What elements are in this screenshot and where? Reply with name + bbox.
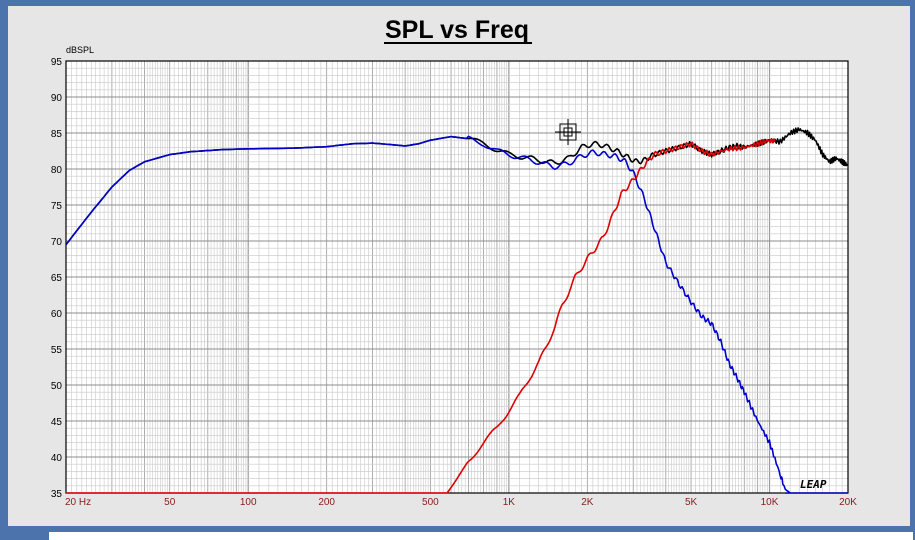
series-line xyxy=(446,137,776,494)
chart-panel: SPL vs Freq dBSPL 35 40 45 50 55 60 65 70 75 80 85… xyxy=(8,6,910,526)
x-tick-label: 1K xyxy=(503,497,516,508)
y-axis-label: dBSPL xyxy=(66,45,94,55)
chart-title: SPL vs Freq xyxy=(385,16,529,44)
y-tick-label: 65 xyxy=(51,273,63,284)
y-tick-label: 85 xyxy=(51,129,63,140)
y-tick-label: 95 xyxy=(51,57,63,68)
y-tick-label: 75 xyxy=(51,201,63,212)
y-tick-label: 55 xyxy=(51,345,63,356)
y-tick-label: 50 xyxy=(51,381,63,392)
y-tick-label: 40 xyxy=(51,453,63,464)
bottom-strip xyxy=(8,528,913,540)
y-tick-label: 70 xyxy=(51,237,63,248)
grid xyxy=(65,60,849,494)
y-tick-labels: 35 40 45 50 55 60 65 70 75 80 85 90 95 xyxy=(51,57,63,500)
plot-border xyxy=(65,60,849,494)
x-tick-label: 20 Hz xyxy=(65,497,91,508)
y-tick-label: 90 xyxy=(51,93,63,104)
y-tick-label: 60 xyxy=(51,309,63,320)
x-tick-label: 10K xyxy=(761,497,779,508)
x-tick-label: 2K xyxy=(581,497,594,508)
x-tick-label: 50 xyxy=(164,497,176,508)
leap-watermark: LEAP xyxy=(800,478,827,491)
x-tick-label: 100 xyxy=(240,497,257,508)
cursor-marker xyxy=(555,119,581,145)
series-group xyxy=(65,127,849,494)
x-tick-label: 200 xyxy=(318,497,335,508)
y-tick-label: 45 xyxy=(51,417,63,428)
x-tick-label: 5K xyxy=(685,497,698,508)
series-line xyxy=(65,135,791,494)
y-tick-label: 35 xyxy=(51,489,63,500)
y-tick-label: 80 xyxy=(51,165,63,176)
x-tick-label: 500 xyxy=(422,497,439,508)
spl-chart: SPL vs Freq dBSPL 35 40 45 50 55 60 65 70 75 80 85… xyxy=(51,16,857,508)
x-tick-labels: 20 Hz 50 100 200 500 1K 2K 5K 10K 20K xyxy=(65,497,857,508)
x-tick-label: 20K xyxy=(839,497,857,508)
